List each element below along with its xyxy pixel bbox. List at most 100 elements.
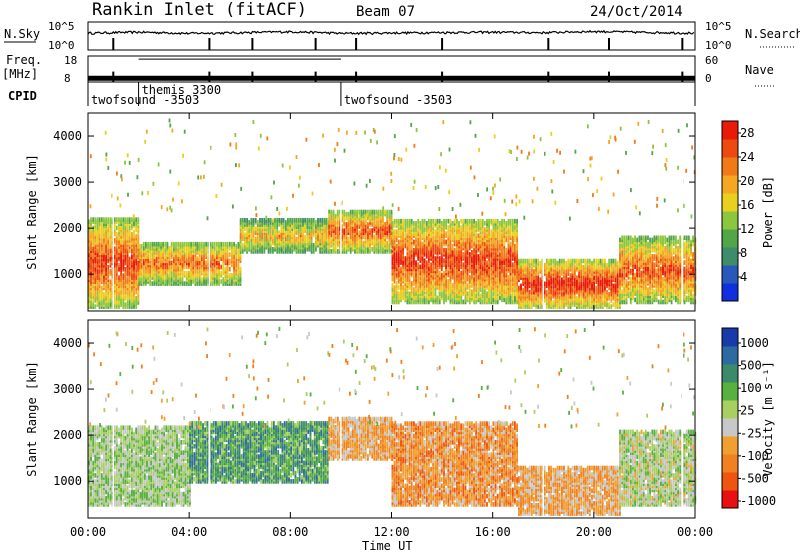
heatmap-cell bbox=[419, 221, 422, 226]
heatmap-cell bbox=[98, 296, 101, 301]
heatmap-cell bbox=[162, 275, 164, 280]
heatmap-cell bbox=[282, 247, 285, 252]
heatmap-cell bbox=[543, 281, 546, 287]
heatmap-cell bbox=[528, 302, 531, 307]
heatmap-cell bbox=[518, 285, 520, 291]
heatmap-cell bbox=[419, 235, 422, 241]
heatmap-cell bbox=[354, 222, 356, 227]
heatmap-cell bbox=[133, 233, 135, 239]
heatmap-cell bbox=[451, 268, 454, 274]
heatmap-cell bbox=[124, 277, 127, 282]
heatmap-cell bbox=[315, 232, 317, 238]
heatmap-cell bbox=[490, 229, 493, 234]
heatmap-cell bbox=[371, 228, 374, 233]
heatmap-cell bbox=[425, 221, 428, 226]
heatmap-cell bbox=[200, 241, 203, 247]
heatmap-cell bbox=[105, 291, 107, 297]
heatmap-cell bbox=[397, 254, 400, 259]
heatmap-cell bbox=[111, 252, 114, 258]
heatmap-cell bbox=[520, 267, 522, 272]
heatmap-cell bbox=[475, 231, 478, 236]
heatmap-cell bbox=[133, 279, 135, 285]
heatmap-cell bbox=[447, 218, 450, 224]
heatmap-cell bbox=[369, 249, 371, 254]
heatmap-cell bbox=[228, 252, 231, 257]
heatmap-cell bbox=[336, 226, 339, 231]
heatmap-cell bbox=[464, 223, 467, 228]
heatmap-cell bbox=[289, 247, 291, 252]
heatmap-cell bbox=[382, 215, 384, 221]
freq-series bbox=[88, 58, 695, 82]
heatmap-cell bbox=[417, 218, 420, 224]
heatmap-cell bbox=[358, 213, 361, 219]
heatmap-cell bbox=[113, 275, 116, 280]
heatmap-cell bbox=[315, 220, 317, 225]
heatmap-cell bbox=[135, 289, 138, 295]
heatmap-cell bbox=[312, 242, 315, 248]
heatmap-cell bbox=[379, 234, 382, 240]
heatmap-cell bbox=[185, 252, 188, 257]
heatmap-cell bbox=[351, 226, 354, 231]
heatmap-cell bbox=[494, 218, 497, 224]
heatmap-cell bbox=[246, 218, 248, 223]
heatmap-cell bbox=[395, 218, 398, 224]
noise-panel-frame bbox=[87, 21, 696, 51]
heatmap-cell bbox=[160, 241, 162, 247]
heatmap-cell bbox=[96, 273, 99, 278]
heatmap-cell bbox=[373, 222, 376, 227]
heatmap-cell bbox=[528, 267, 531, 272]
heatmap-cell bbox=[393, 218, 396, 224]
heatmap-cell bbox=[436, 295, 439, 301]
nave-dot bbox=[179, 77, 181, 79]
heatmap-cell bbox=[375, 222, 378, 227]
heatmap-cell bbox=[228, 273, 231, 278]
heatmap-cell bbox=[483, 299, 486, 305]
heatmap-cell bbox=[371, 247, 374, 252]
heatmap-cell bbox=[548, 265, 550, 270]
heatmap-cell bbox=[430, 218, 432, 224]
heatmap-cell bbox=[488, 256, 490, 261]
heatmap-cell bbox=[447, 260, 450, 265]
freq-label: Freq. bbox=[6, 53, 42, 67]
heatmap-cell bbox=[428, 229, 430, 234]
heatmap-cell bbox=[391, 239, 394, 245]
heatmap-cell bbox=[105, 217, 107, 222]
heatmap-cell bbox=[423, 233, 426, 238]
heatmap-cell bbox=[421, 241, 424, 247]
heatmap-cell bbox=[244, 226, 246, 231]
heatmap-cell bbox=[280, 240, 283, 246]
heatmap-cell bbox=[466, 283, 469, 288]
heatmap-cell bbox=[440, 285, 443, 290]
heatmap-cell bbox=[341, 224, 343, 229]
heatmap-cell bbox=[505, 254, 508, 259]
heatmap-cell bbox=[131, 273, 133, 278]
heatmap-cell bbox=[278, 230, 281, 235]
heatmap-cell bbox=[196, 241, 199, 247]
heatmap-cell bbox=[471, 241, 473, 247]
nave-dot bbox=[311, 77, 313, 79]
heatmap-cell bbox=[153, 258, 156, 264]
heatmap-cell bbox=[395, 229, 398, 234]
noise-series bbox=[87, 29, 695, 50]
heatmap-cell bbox=[466, 237, 469, 243]
heatmap-cell bbox=[354, 249, 356, 254]
heatmap-cell bbox=[499, 276, 501, 282]
heatmap-cell bbox=[425, 287, 428, 292]
heatmap-cell bbox=[509, 247, 512, 253]
heatmap-cell bbox=[151, 241, 154, 247]
heatmap-cell bbox=[453, 268, 456, 274]
heatmap-cell bbox=[456, 260, 458, 265]
heatmap-cell bbox=[413, 247, 415, 253]
heatmap-cell bbox=[483, 221, 486, 226]
heatmap-cell bbox=[413, 287, 415, 292]
heatmap-cell bbox=[194, 279, 197, 284]
heatmap-cell bbox=[216, 273, 218, 278]
heatmap-cell bbox=[351, 209, 354, 215]
heatmap-cell bbox=[166, 250, 169, 255]
heatmap-cell bbox=[496, 241, 499, 247]
heatmap-cell bbox=[518, 258, 520, 264]
heatmap-cell bbox=[425, 293, 428, 299]
heatmap-cell bbox=[393, 252, 396, 257]
heatmap-cell bbox=[438, 243, 441, 249]
heatmap-cell bbox=[486, 260, 488, 265]
